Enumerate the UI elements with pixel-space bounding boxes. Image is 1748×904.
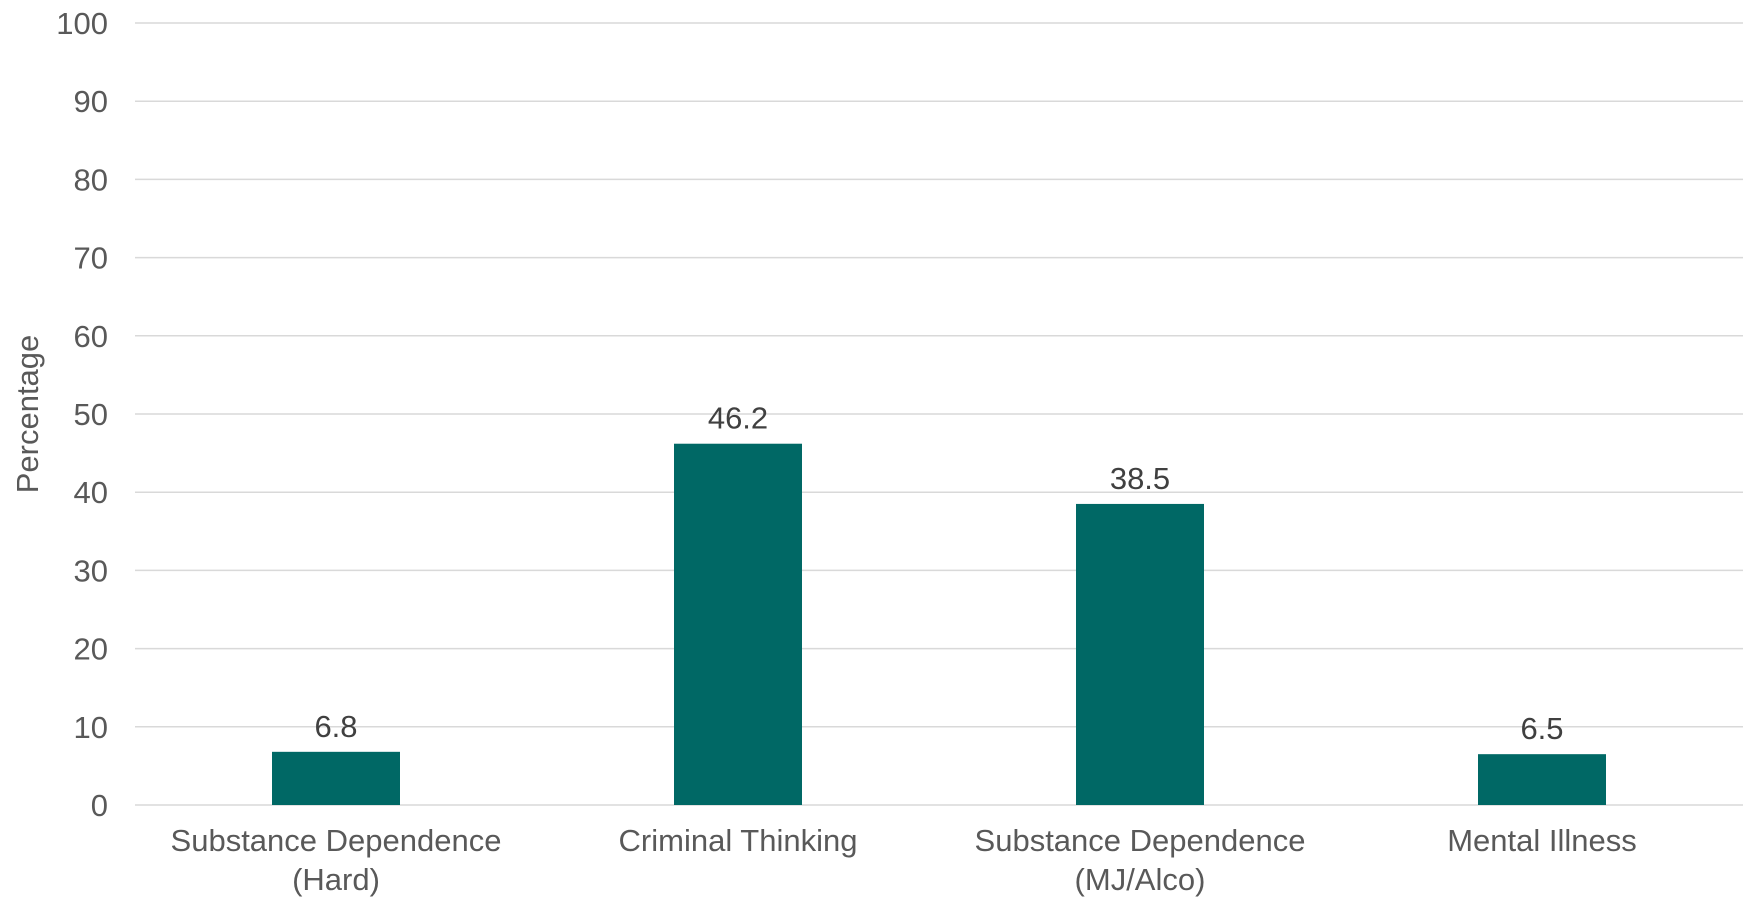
y-tick-label: 30 (74, 553, 108, 588)
y-tick-label: 70 (74, 241, 108, 276)
x-tick-label: (MJ/Alco) (1075, 862, 1206, 897)
x-axis-labels: Substance Dependence (Hard) Criminal Think… (171, 823, 1637, 897)
y-axis-ticks: 0 10 20 30 40 50 60 70 80 90 100 (56, 6, 108, 823)
gridlines (135, 22, 1743, 806)
y-tick-label: 90 (74, 84, 108, 119)
y-tick-label: 20 (74, 632, 108, 667)
bar (1076, 503, 1204, 805)
data-label: 46.2 (708, 401, 768, 436)
bar (272, 751, 400, 805)
bars (272, 443, 1606, 805)
bar (674, 443, 802, 805)
value-labels: 6.8 46.2 38.5 6.5 (314, 401, 1563, 746)
y-tick-label: 0 (91, 788, 108, 823)
y-tick-label: 60 (74, 319, 108, 354)
data-label: 6.8 (314, 709, 357, 744)
x-tick-label: Mental Illness (1447, 823, 1637, 858)
y-tick-label: 40 (74, 475, 108, 510)
y-axis-title: Percentage (10, 335, 45, 494)
data-label: 6.5 (1520, 711, 1563, 746)
x-tick-label: Substance Dependence (975, 823, 1306, 858)
y-tick-label: 80 (74, 162, 108, 197)
x-tick-label: Substance Dependence (171, 823, 502, 858)
y-tick-label: 50 (74, 397, 108, 432)
x-tick-label: (Hard) (292, 862, 380, 897)
bar (1478, 754, 1606, 805)
y-tick-label: 10 (74, 710, 108, 745)
data-label: 38.5 (1110, 461, 1170, 496)
y-tick-label: 100 (56, 6, 108, 41)
x-tick-label: Criminal Thinking (619, 823, 858, 858)
